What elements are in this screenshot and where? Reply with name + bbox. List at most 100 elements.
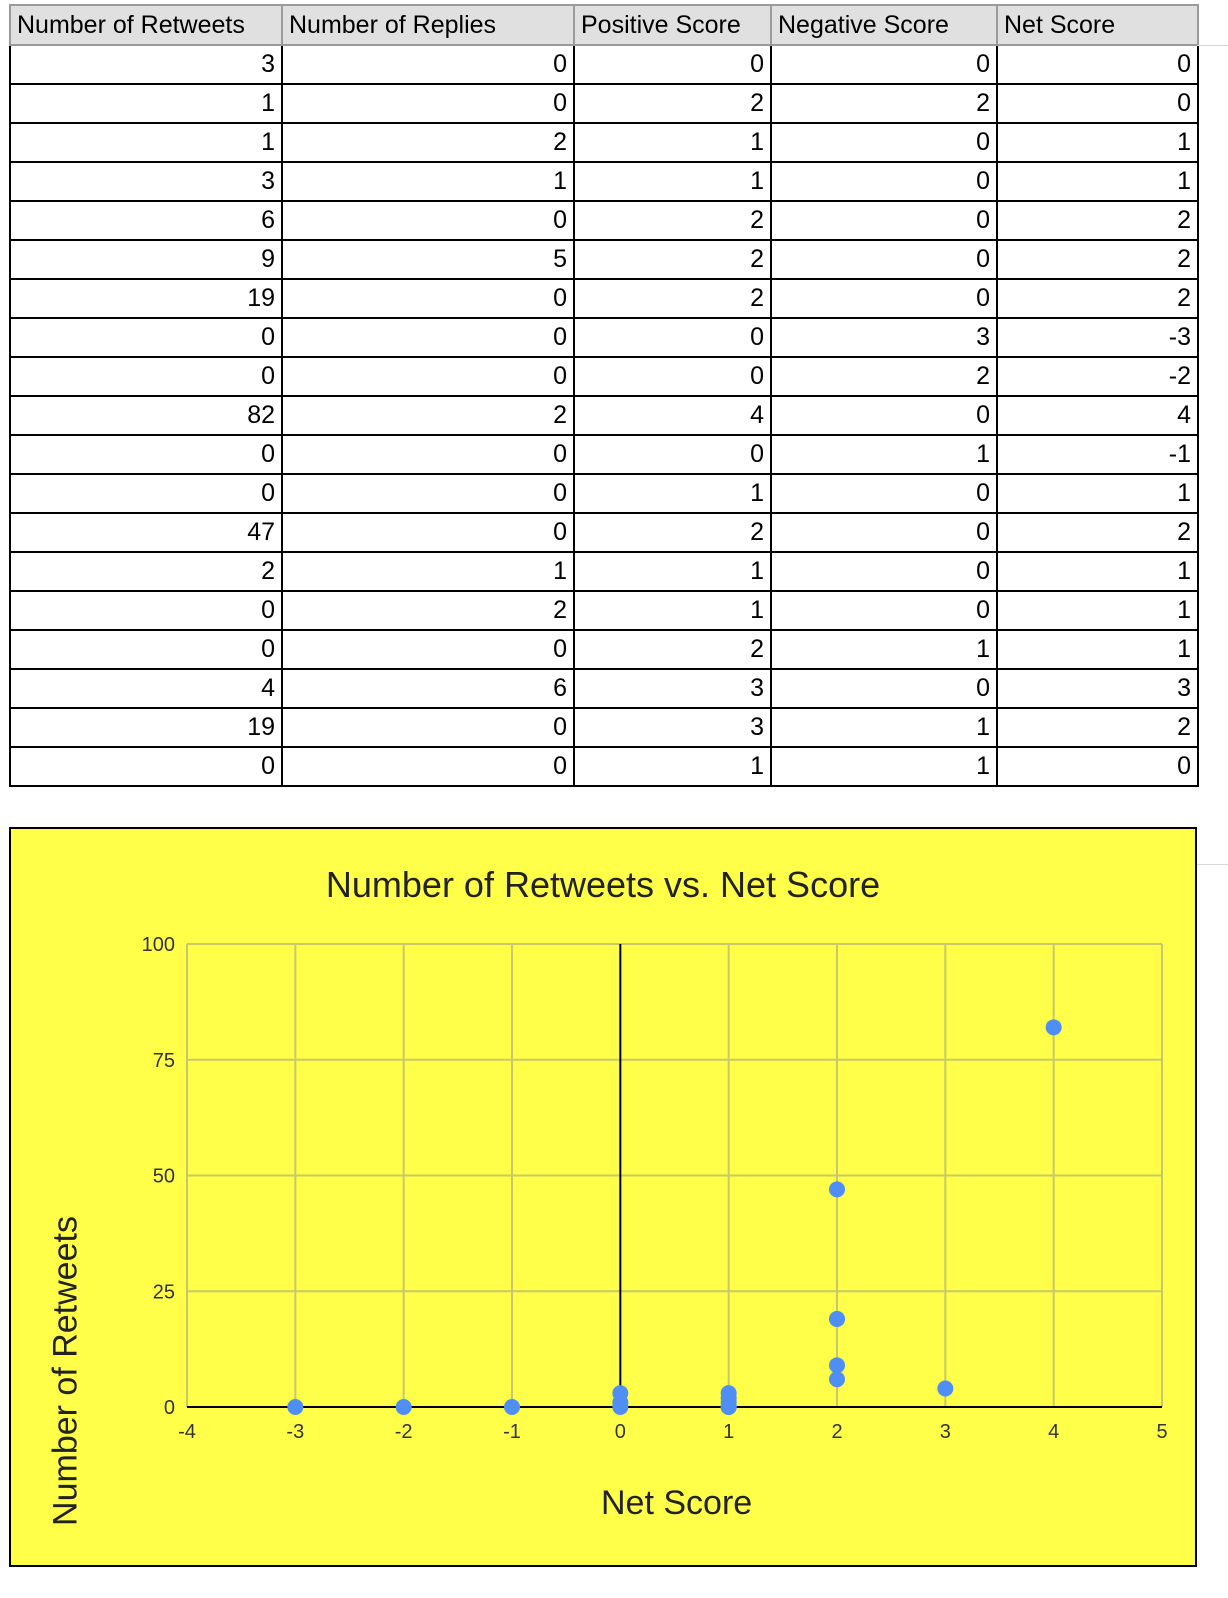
table-cell[interactable]: 2 [281, 395, 575, 436]
table-cell[interactable]: 0 [9, 590, 283, 631]
table-cell[interactable]: -2 [996, 356, 1199, 397]
table-cell[interactable]: 3 [9, 161, 283, 202]
column-header-replies[interactable]: Number of Replies [281, 4, 575, 46]
table-cell[interactable]: 1 [770, 707, 998, 748]
table-cell[interactable]: 0 [281, 473, 575, 514]
table-cell[interactable]: 0 [281, 278, 575, 319]
table-cell[interactable]: 1 [573, 746, 772, 787]
column-header-net-score[interactable]: Net Score [996, 4, 1199, 46]
table-cell[interactable]: 0 [281, 707, 575, 748]
table-cell[interactable]: 0 [281, 434, 575, 475]
table-cell[interactable]: 6 [281, 668, 575, 709]
table-cell[interactable]: 2 [996, 512, 1199, 553]
table-cell[interactable]: 1 [281, 161, 575, 202]
table-cell[interactable]: 2 [996, 239, 1199, 280]
table-cell[interactable]: 0 [770, 239, 998, 280]
table-cell[interactable]: 19 [9, 278, 283, 319]
table-cell[interactable]: 1 [573, 473, 772, 514]
table-cell[interactable]: 0 [770, 590, 998, 631]
table-cell[interactable]: 3 [573, 668, 772, 709]
table-cell[interactable]: 2 [996, 707, 1199, 748]
table-cell[interactable]: 0 [996, 44, 1199, 85]
table-cell[interactable]: 2 [573, 239, 772, 280]
table-cell[interactable]: 0 [573, 317, 772, 358]
table-cell[interactable]: -1 [996, 434, 1199, 475]
table-cell[interactable]: 47 [9, 512, 283, 553]
table-cell[interactable]: 1 [996, 161, 1199, 202]
table-cell[interactable]: 1 [9, 83, 283, 124]
table-cell[interactable]: 2 [573, 512, 772, 553]
table-cell[interactable]: 82 [9, 395, 283, 436]
chart-container[interactable]: Number of Retweets vs. Net Score -4 -3 -2 -… [9, 827, 1197, 1567]
table-cell[interactable]: 0 [281, 83, 575, 124]
table-cell[interactable]: 2 [9, 551, 283, 592]
table-cell[interactable]: 3 [9, 44, 283, 85]
table-cell[interactable]: 0 [770, 122, 998, 163]
table-cell[interactable]: 5 [281, 239, 575, 280]
table-cell[interactable]: 1 [573, 122, 772, 163]
table-cell[interactable]: 4 [573, 395, 772, 436]
table-cell[interactable]: 2 [770, 356, 998, 397]
table-cell[interactable]: 0 [281, 356, 575, 397]
table-cell[interactable]: 1 [770, 746, 998, 787]
table-cell[interactable]: 4 [996, 395, 1199, 436]
table-cell[interactable]: 0 [770, 668, 998, 709]
table-cell[interactable]: 0 [281, 746, 575, 787]
column-header-positive-score[interactable]: Positive Score [573, 4, 772, 46]
table-cell[interactable]: 2 [770, 83, 998, 124]
table-cell[interactable]: 1 [573, 161, 772, 202]
table-cell[interactable]: 0 [9, 473, 283, 514]
table-cell[interactable]: 1 [996, 590, 1199, 631]
column-header-retweets[interactable]: Number of Retweets [9, 4, 283, 46]
table-cell[interactable]: 0 [573, 356, 772, 397]
table-cell[interactable]: 0 [996, 746, 1199, 787]
table-cell[interactable]: 0 [281, 512, 575, 553]
table-cell[interactable]: 1 [996, 122, 1199, 163]
table-cell[interactable]: 0 [770, 395, 998, 436]
table-cell[interactable]: 1 [770, 629, 998, 670]
table-cell[interactable]: 3 [573, 707, 772, 748]
table-cell[interactable]: 2 [281, 590, 575, 631]
table-cell[interactable]: 1 [281, 551, 575, 592]
table-cell[interactable]: 4 [9, 668, 283, 709]
table-cell[interactable]: 6 [9, 200, 283, 241]
table-cell[interactable]: 0 [281, 317, 575, 358]
table-cell[interactable]: 0 [996, 83, 1199, 124]
table-cell[interactable]: 1 [573, 590, 772, 631]
table-cell[interactable]: 0 [770, 200, 998, 241]
column-header-negative-score[interactable]: Negative Score [770, 4, 998, 46]
table-cell[interactable]: 0 [9, 317, 283, 358]
table-cell[interactable]: 0 [9, 746, 283, 787]
table-cell[interactable]: 2 [996, 278, 1199, 319]
table-cell[interactable]: 1 [996, 551, 1199, 592]
table-cell[interactable]: 9 [9, 239, 283, 280]
table-cell[interactable]: 0 [770, 512, 998, 553]
table-cell[interactable]: 0 [9, 434, 283, 475]
table-cell[interactable]: 1 [9, 122, 283, 163]
table-cell[interactable]: 1 [770, 434, 998, 475]
table-cell[interactable]: 2 [573, 629, 772, 670]
table-cell[interactable]: 19 [9, 707, 283, 748]
table-cell[interactable]: 3 [770, 317, 998, 358]
table-cell[interactable]: -3 [996, 317, 1199, 358]
table-cell[interactable]: 0 [9, 629, 283, 670]
table-cell[interactable]: 0 [770, 473, 998, 514]
table-cell[interactable]: 0 [770, 161, 998, 202]
table-cell[interactable]: 0 [573, 44, 772, 85]
table-cell[interactable]: 1 [996, 629, 1199, 670]
table-cell[interactable]: 2 [573, 278, 772, 319]
table-cell[interactable]: 0 [770, 44, 998, 85]
table-cell[interactable]: 1 [996, 473, 1199, 514]
table-cell[interactable]: 1 [573, 551, 772, 592]
table-cell[interactable]: 0 [281, 200, 575, 241]
table-cell[interactable]: 0 [770, 278, 998, 319]
table-cell[interactable]: 0 [281, 44, 575, 85]
table-cell[interactable]: 2 [573, 200, 772, 241]
table-cell[interactable]: 0 [9, 356, 283, 397]
table-cell[interactable]: 2 [281, 122, 575, 163]
table-cell[interactable]: 0 [770, 551, 998, 592]
table-cell[interactable]: 3 [996, 668, 1199, 709]
table-cell[interactable]: 0 [281, 629, 575, 670]
table-cell[interactable]: 2 [996, 200, 1199, 241]
table-cell[interactable]: 0 [573, 434, 772, 475]
